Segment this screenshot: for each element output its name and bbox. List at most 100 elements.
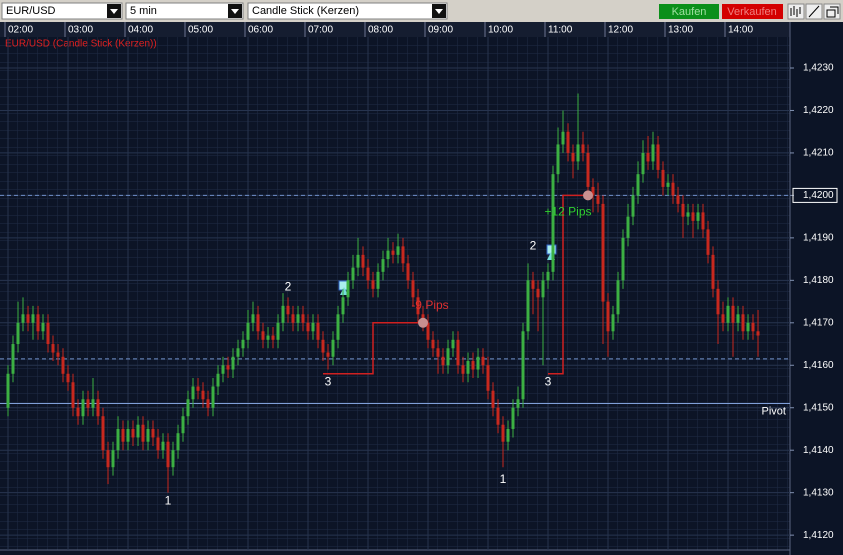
candle-body — [281, 305, 285, 323]
candle-body — [566, 131, 570, 153]
candle-body — [231, 356, 235, 370]
candle-body — [201, 390, 205, 400]
candle-body — [141, 424, 145, 442]
candle-body — [356, 254, 360, 268]
candle-body — [151, 428, 155, 438]
symbol: EUR/USD — [6, 5, 56, 17]
candle-body — [376, 271, 380, 289]
candle-body — [511, 407, 515, 429]
y-tick-label: 1,4230 — [803, 63, 834, 74]
x-tick-label: 07:00 — [308, 25, 333, 36]
candle-body — [241, 339, 245, 349]
candle-body — [131, 428, 135, 438]
candle-body — [426, 322, 430, 340]
candle-body — [51, 344, 55, 353]
candle-body — [691, 212, 695, 221]
sell-button[interactable] — [722, 4, 783, 19]
candle-body — [211, 386, 215, 408]
candle-body — [686, 212, 690, 217]
candle-body — [296, 314, 300, 323]
line-icon — [808, 5, 820, 18]
minor-grid — [0, 37, 790, 550]
candle-body — [81, 399, 85, 417]
y-tick-label: 1,4200 — [803, 190, 834, 201]
candle-body — [66, 373, 70, 383]
candle-body — [166, 441, 170, 468]
candle-body — [596, 195, 600, 204]
candle-body — [111, 450, 115, 468]
candle-body — [266, 335, 270, 340]
chart-subtitle: EUR/USD (Candle Stick (Kerzen)) — [5, 39, 157, 50]
candle-body — [626, 216, 630, 238]
candle-body — [396, 246, 400, 255]
x-tick-label: 11:00 — [548, 25, 573, 36]
window-tool[interactable] — [823, 3, 841, 20]
style-select[interactable] — [247, 2, 448, 20]
candle-body — [446, 348, 450, 366]
x-tick-label: 14:00 — [728, 25, 753, 36]
candle-body — [276, 322, 280, 340]
y-tick-label: 1,4210 — [803, 148, 834, 159]
candle-body — [606, 301, 610, 332]
y-tick-label: 1,4140 — [803, 445, 834, 456]
candle-body — [561, 131, 565, 145]
candle-body — [71, 382, 75, 408]
candle-body — [706, 229, 710, 255]
candle-body — [366, 267, 370, 281]
candle-body — [386, 250, 390, 260]
candle-body — [286, 305, 290, 315]
candle-body — [476, 356, 480, 370]
candle-body — [681, 203, 685, 217]
candle-body — [146, 428, 150, 442]
candle-body — [621, 237, 625, 281]
candle-body — [186, 399, 190, 417]
annotation: 1 — [500, 472, 507, 486]
candle-body — [91, 399, 95, 408]
y-tick-label: 1,4130 — [803, 487, 834, 498]
bars-tool[interactable] — [787, 3, 805, 20]
x-tick-label: 04:00 — [128, 25, 153, 36]
candle-body — [416, 297, 420, 315]
y-tick-label: 1,4150 — [803, 402, 834, 413]
candle-body — [666, 182, 670, 187]
x-tick-label: 09:00 — [428, 25, 453, 36]
candle-body — [696, 212, 700, 221]
candle-body — [456, 339, 460, 366]
x-tick-label: 02:00 — [8, 25, 33, 36]
trade-line — [323, 322, 423, 375]
y-tick-label: 1,4220 — [803, 105, 834, 116]
buy-button[interactable] — [659, 4, 719, 19]
interval-select[interactable] — [125, 2, 244, 20]
candle-body — [546, 271, 550, 281]
level-label: Pivot — [762, 405, 786, 417]
candle-body — [551, 174, 555, 272]
symbol-select[interactable] — [1, 2, 123, 20]
candle-body — [636, 174, 640, 196]
candle-body — [406, 263, 410, 281]
candle-body — [751, 322, 755, 332]
candle-body — [316, 322, 320, 340]
candle-body — [656, 144, 660, 170]
candle-body — [16, 322, 20, 345]
candle-body — [571, 152, 575, 162]
candle-body — [206, 399, 210, 408]
candle-body — [661, 169, 665, 187]
candle-body — [101, 416, 105, 451]
annotation: 3 — [545, 374, 552, 388]
x-tick-label: 10:00 — [488, 25, 513, 36]
candle-body — [361, 254, 365, 268]
candle-body — [261, 331, 265, 340]
toolbar: EUR/USD 5 min Candle Stick (Kerzen) Kauf… — [0, 0, 843, 22]
candle-body — [541, 280, 545, 298]
y-tick-label: 1,4180 — [803, 275, 834, 286]
candle-body — [486, 365, 490, 391]
annotation: 3 — [325, 374, 332, 388]
sell-label: Verkaufen — [727, 6, 777, 18]
candle-body — [351, 267, 355, 281]
candle-body — [536, 288, 540, 298]
candle-body — [556, 144, 560, 175]
interval: 5 min — [130, 5, 157, 17]
x-tick-label: 06:00 — [248, 25, 273, 36]
chart-style: Candle Stick (Kerzen) — [252, 5, 359, 17]
